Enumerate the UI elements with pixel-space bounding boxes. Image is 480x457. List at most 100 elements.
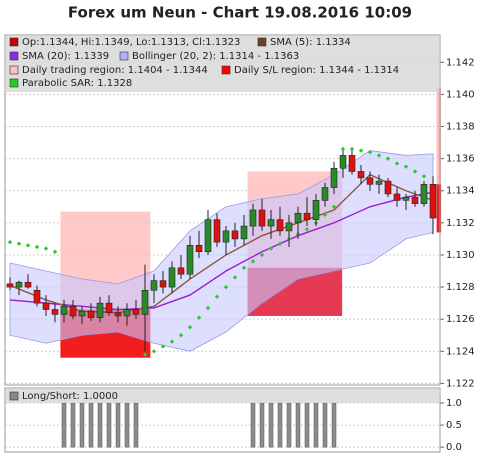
y-tick-label: 1.130 <box>446 250 475 261</box>
sar-dot <box>52 249 58 254</box>
candle-body <box>78 310 86 317</box>
sar-dot <box>421 174 427 179</box>
candle-body <box>321 187 329 201</box>
legend-label: Daily S/L region: 1.1344 - 1.1314 <box>234 65 399 76</box>
candle-body <box>285 222 293 232</box>
y-tick-label: 1.128 <box>446 282 475 293</box>
bar <box>313 402 319 448</box>
bar <box>277 402 283 448</box>
sar-dot <box>241 265 247 270</box>
legend-swatch <box>9 391 19 401</box>
legend-label: Bollinger (20, 2): 1.1314 - 1.1363 <box>132 51 299 62</box>
sar-dot <box>385 156 391 161</box>
y-tick-label: 1.124 <box>446 346 475 357</box>
candle-body <box>69 306 77 317</box>
sar-dot <box>142 352 148 357</box>
sar-dot <box>367 150 373 155</box>
legend-box <box>6 36 439 92</box>
candle-body <box>330 167 338 188</box>
y-tick-label: 1.0 <box>446 398 462 409</box>
candle-body <box>411 196 419 204</box>
candle-body <box>303 212 311 220</box>
sar-dot <box>178 333 184 338</box>
candle-body <box>375 180 383 185</box>
candle-body <box>51 309 59 315</box>
candle-body <box>42 302 50 310</box>
legend-label: Op:1.1344, Hi:1.1349, Lo:1.1313, Cl:1.13… <box>22 37 240 48</box>
candle-body <box>294 212 302 224</box>
sar-dot <box>232 275 238 280</box>
legend-label: Parabolic SAR: 1.1328 <box>22 78 132 89</box>
candle-body <box>114 312 122 317</box>
sar-dot <box>16 241 22 246</box>
candle-body <box>87 310 95 318</box>
candle-body <box>195 245 203 253</box>
bar <box>295 402 301 448</box>
candle-body <box>267 219 275 227</box>
sar-dot <box>25 243 31 248</box>
sar-dot <box>7 239 13 245</box>
candle-body <box>132 309 140 315</box>
candle-body <box>15 281 23 288</box>
bar <box>133 402 139 448</box>
candle-body <box>429 184 437 219</box>
y-tick-label: 0.0 <box>446 442 462 453</box>
bar <box>88 402 94 448</box>
sar-dot <box>250 259 256 264</box>
sar-dot <box>331 204 337 209</box>
candle-body <box>231 230 239 240</box>
legend-swatch <box>9 51 19 61</box>
sar-dot <box>187 325 193 330</box>
sar-dot <box>223 284 229 290</box>
bar <box>61 402 67 448</box>
sar-dot <box>349 146 355 152</box>
sar-dot <box>160 344 166 349</box>
y-tick-label: 1.132 <box>446 218 475 229</box>
bar <box>79 402 85 448</box>
bar <box>106 402 112 448</box>
sar-dot <box>196 315 202 320</box>
candle-body <box>177 267 185 275</box>
candle-body <box>159 280 167 288</box>
candle-body <box>420 184 428 204</box>
y-tick-label: 1.136 <box>446 154 475 165</box>
bar <box>124 402 130 448</box>
candle-body <box>186 245 194 275</box>
candle-body <box>240 225 248 240</box>
sar-dot <box>43 246 49 251</box>
candle-body <box>357 171 365 179</box>
candle-body <box>150 280 158 291</box>
y-tick-label: 1.134 <box>446 186 475 197</box>
candle-body <box>213 219 221 243</box>
sar-dot <box>394 161 400 166</box>
bar <box>268 402 274 448</box>
region <box>436 184 442 233</box>
bar <box>70 402 76 448</box>
region <box>436 87 442 185</box>
sar-dot <box>169 339 175 344</box>
legend-swatch <box>221 65 231 75</box>
candle-body <box>33 289 41 304</box>
sar-dot <box>205 305 211 311</box>
sar-dot <box>277 241 283 246</box>
bar <box>250 402 256 448</box>
sar-dot <box>259 252 265 258</box>
candle-body <box>348 155 356 172</box>
y-tick-label: 1.142 <box>446 57 475 68</box>
candle-body <box>402 196 410 201</box>
y-tick-label: 1.126 <box>446 314 475 325</box>
sar-dot <box>304 227 310 232</box>
candle-body <box>312 200 320 220</box>
candle-body <box>96 302 104 318</box>
bar <box>322 402 328 448</box>
legend-label: Daily trading region: 1.1404 - 1.1344 <box>22 65 208 76</box>
candle-body <box>60 306 68 315</box>
sar-dot <box>34 244 40 250</box>
candle-body <box>339 155 347 169</box>
legend-swatch <box>119 51 129 61</box>
candle-body <box>6 283 14 288</box>
legend-swatch <box>9 78 19 88</box>
candle-body <box>24 281 32 288</box>
sar-dot <box>358 148 364 153</box>
